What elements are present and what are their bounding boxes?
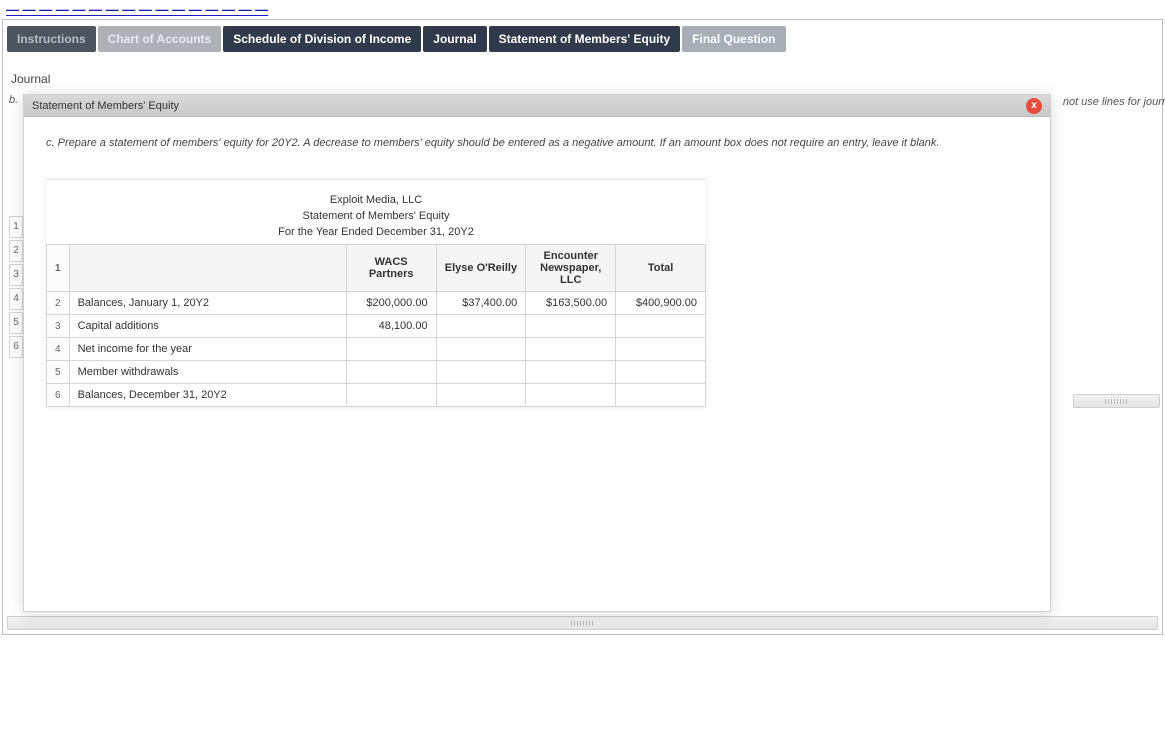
company-name: Exploit Media, LLC — [46, 192, 706, 208]
cell-input[interactable] — [616, 361, 706, 384]
table-row: 5 Member withdrawals — [47, 361, 706, 384]
col-rownum-header: 1 — [47, 245, 70, 292]
cell-input[interactable] — [436, 338, 526, 361]
col-header-total: Total — [616, 245, 706, 292]
page-link-bar: — — — — — — — — — — — — — — — — — [0, 0, 1165, 19]
bg-rownum: 2 — [9, 240, 23, 262]
table-header-row: 1 WACS Partners Elyse O'Reilly Encounter… — [47, 245, 706, 292]
table-row: 2 Balances, January 1, 20Y2 $200,000.00 … — [47, 292, 706, 315]
section-label-journal: Journal — [3, 68, 1162, 90]
bg-rownum: 6 — [9, 336, 23, 358]
background-rownum-strip: 1 2 3 4 5 6 — [9, 216, 23, 360]
tab-statement-equity[interactable]: Statement of Members' Equity — [489, 26, 681, 52]
cell-input[interactable] — [526, 361, 616, 384]
modal-body: c. Prepare a statement of members' equit… — [24, 117, 1050, 611]
cell-input[interactable] — [616, 384, 706, 407]
cell-input[interactable] — [436, 384, 526, 407]
cell-input[interactable]: $200,000.00 — [346, 292, 436, 315]
row-label: Balances, December 31, 20Y2 — [69, 384, 346, 407]
cell-input[interactable]: $163,500.00 — [526, 292, 616, 315]
rownum-cell: 6 — [47, 384, 70, 407]
bg-rownum: 4 — [9, 288, 23, 310]
cell-input[interactable] — [436, 315, 526, 338]
table-row: 6 Balances, December 31, 20Y2 — [47, 384, 706, 407]
tab-schedule-division[interactable]: Schedule of Division of Income — [223, 26, 421, 52]
cell-input[interactable] — [616, 338, 706, 361]
rownum-cell: 3 — [47, 315, 70, 338]
statement-modal: Statement of Members' Equity x c. Prepar… — [23, 94, 1051, 612]
cell-input[interactable] — [526, 315, 616, 338]
table-row: 4 Net income for the year — [47, 338, 706, 361]
modal-header: Statement of Members' Equity x — [24, 95, 1050, 117]
cell-input[interactable] — [346, 338, 436, 361]
cell-input[interactable] — [526, 338, 616, 361]
col-blank-header — [69, 245, 346, 292]
rownum-cell: 4 — [47, 338, 70, 361]
col-header-encounter: Encounter Newspaper, LLC — [526, 245, 616, 292]
cell-input[interactable]: 48,100.00 — [346, 315, 436, 338]
statement-wrap: Exploit Media, LLC Statement of Members'… — [46, 179, 706, 407]
instruction-text: c. Prepare a statement of members' equit… — [46, 137, 1028, 149]
rownum-cell: 5 — [47, 361, 70, 384]
row-label: Net income for the year — [69, 338, 346, 361]
tab-instructions[interactable]: Instructions — [7, 26, 96, 52]
cell-input[interactable] — [526, 384, 616, 407]
row-label: Member withdrawals — [69, 361, 346, 384]
cell-input[interactable]: $400,900.00 — [616, 292, 706, 315]
table-row: 3 Capital additions 48,100.00 — [47, 315, 706, 338]
cell-input[interactable] — [616, 315, 706, 338]
cell-input[interactable] — [346, 361, 436, 384]
page-link[interactable]: — — — — — — — — — — — — — — — — — [6, 2, 268, 17]
scroll-grip-icon — [571, 621, 595, 626]
rownum-cell: 2 — [47, 292, 70, 315]
statement-period: For the Year Ended December 31, 20Y2 — [46, 224, 706, 240]
statement-title: Statement of Members' Equity — [46, 208, 706, 224]
close-icon[interactable]: x — [1026, 98, 1042, 114]
bg-rownum: 5 — [9, 312, 23, 334]
tab-journal[interactable]: Journal — [423, 26, 486, 52]
truncated-hint-right: not use lines for journ — [1063, 96, 1165, 108]
scrollbar-horizontal[interactable] — [7, 616, 1158, 630]
scroll-grip-icon — [1105, 399, 1129, 404]
row-label: Balances, January 1, 20Y2 — [69, 292, 346, 315]
tab-bar: Instructions Chart of Accounts Schedule … — [3, 20, 1162, 58]
col-header-wacs: WACS Partners — [346, 245, 436, 292]
scrollbar-horizontal-bg[interactable] — [1073, 394, 1160, 408]
tab-chart-of-accounts[interactable]: Chart of Accounts — [98, 26, 222, 52]
statement-heading: Exploit Media, LLC Statement of Members'… — [46, 180, 706, 244]
col-header-elyse: Elyse O'Reilly — [436, 245, 526, 292]
cell-input[interactable] — [346, 384, 436, 407]
cell-input[interactable]: $37,400.00 — [436, 292, 526, 315]
modal-title: Statement of Members' Equity — [32, 100, 179, 112]
bg-rownum: 1 — [9, 216, 23, 238]
tab-final-question[interactable]: Final Question — [682, 26, 785, 52]
cell-input[interactable] — [436, 361, 526, 384]
row-label: Capital additions — [69, 315, 346, 338]
body-area: b. not use lines for journ 1 2 3 4 5 6 S… — [3, 94, 1162, 112]
bg-rownum: 3 — [9, 264, 23, 286]
outer-frame: Instructions Chart of Accounts Schedule … — [2, 19, 1163, 635]
equity-table: 1 WACS Partners Elyse O'Reilly Encounter… — [46, 244, 706, 407]
